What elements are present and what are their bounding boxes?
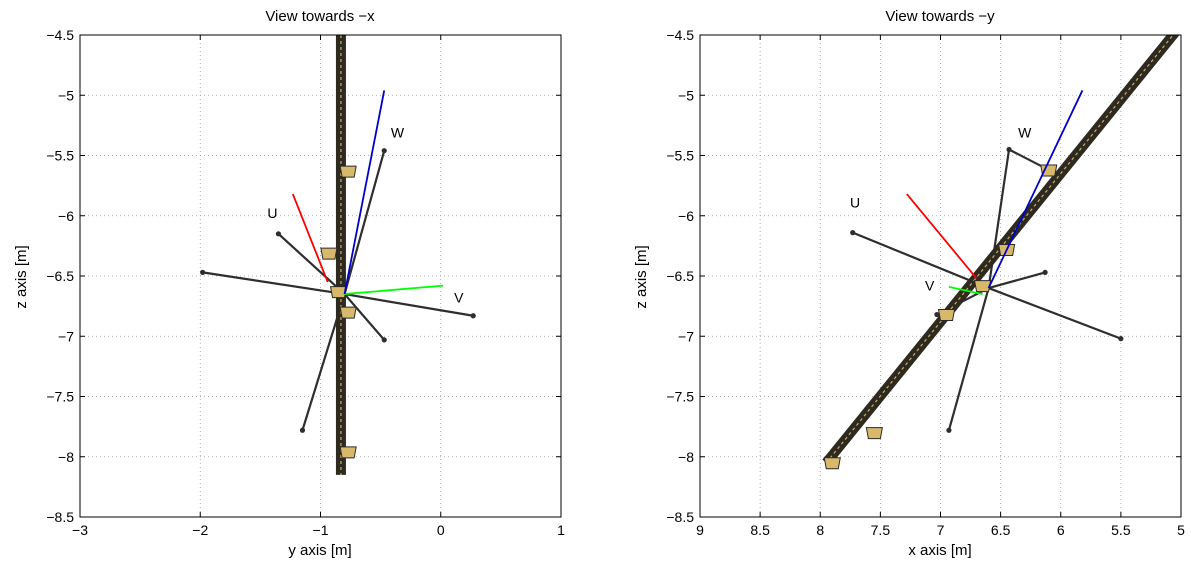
x-tick-label: 1 <box>557 522 565 538</box>
mount-block <box>329 286 348 299</box>
member-end-node <box>946 427 952 433</box>
plot-frame <box>699 34 1182 518</box>
y-tick-label: −6 <box>58 208 74 224</box>
mount-block <box>339 446 357 459</box>
member-end-node <box>381 337 387 343</box>
plot-content <box>822 35 1179 470</box>
y-tick-label: −5 <box>678 87 694 103</box>
x-tick-label: −1 <box>313 522 329 538</box>
series-line-w <box>987 90 1084 289</box>
mount-block <box>865 427 883 440</box>
truss-member <box>343 292 475 317</box>
y-tick-label: −7.5 <box>666 389 694 405</box>
x-tick-label: −3 <box>72 522 88 538</box>
x-tick-label: 6 <box>1057 522 1065 538</box>
right-plot-view-towards-minus-y: View towards −y x axis [m] z axis [m] 9 8… <box>633 8 1185 559</box>
truss-member <box>987 286 1122 340</box>
truss-member <box>947 286 990 432</box>
member-end-node <box>470 313 476 319</box>
y-tick-label: −6.5 <box>46 268 74 284</box>
x-tick-label: 0 <box>437 522 445 538</box>
mount-block <box>339 306 357 319</box>
y-tick-label: −5.5 <box>666 148 694 164</box>
mount-block <box>937 309 956 322</box>
y-tick-label: −8 <box>58 449 74 465</box>
y-tick-label: −4.5 <box>46 27 74 43</box>
y-tick-label: −8.5 <box>666 509 694 525</box>
truss-member <box>343 149 386 296</box>
member-end-node <box>1118 336 1124 342</box>
annotation-u: U <box>850 194 860 210</box>
y-tick-label: −6 <box>678 208 694 224</box>
y-tick-label: −5 <box>58 87 74 103</box>
member-end-node <box>200 269 206 275</box>
y-tick-label: −8 <box>678 449 694 465</box>
x-tick-label: 8 <box>816 522 824 538</box>
x-tick-label: 7 <box>937 522 945 538</box>
x-tick-label: 6.5 <box>991 522 1011 538</box>
y-axis-label: z axis [m] <box>633 245 650 308</box>
y-tick-label: −8.5 <box>46 509 74 525</box>
truss-member <box>987 271 1047 290</box>
series-line-v <box>344 284 444 295</box>
annotation-u: U <box>267 205 277 221</box>
chart-title: View towards −y <box>885 8 995 25</box>
x-tick-label: 5 <box>1177 522 1185 538</box>
y-tick-label: −7 <box>678 328 694 344</box>
mount-block <box>823 457 841 470</box>
mount-block <box>320 247 338 260</box>
x-tick-label: 8.5 <box>750 522 770 538</box>
x-axis-label: x axis [m] <box>908 542 971 559</box>
truss-member <box>277 232 346 296</box>
plot-content <box>200 35 476 475</box>
annotation-v: V <box>454 290 464 306</box>
series-line-w <box>343 90 386 295</box>
mount-block <box>973 280 992 293</box>
member-end-node <box>381 148 387 154</box>
member-end-node <box>1042 269 1048 275</box>
x-axis-label: y axis [m] <box>288 542 351 559</box>
x-tick-label: 9 <box>696 522 704 538</box>
mount-block <box>339 165 357 178</box>
plot-frame <box>79 34 562 518</box>
annotation-w: W <box>391 124 405 140</box>
x-tick-label: 7.5 <box>871 522 891 538</box>
x-tick-label: 5.5 <box>1111 522 1131 538</box>
annotation-w: W <box>1018 124 1032 140</box>
x-tick-label: −2 <box>192 522 208 538</box>
left-plot-view-towards-minus-x: View towards −x y axis [m] z axis [m] −3… <box>13 8 565 559</box>
annotation-v: V <box>925 277 935 293</box>
y-tick-label: −6.5 <box>666 268 694 284</box>
series-line-u <box>906 193 978 279</box>
member-end-node <box>850 230 856 236</box>
member-end-node <box>299 427 306 433</box>
truss-member <box>201 271 346 296</box>
y-axis-label: z axis [m] <box>13 245 30 308</box>
member-end-node <box>275 231 282 237</box>
truss-member <box>851 231 990 290</box>
truss-member <box>343 292 386 341</box>
series-line-v <box>948 285 983 295</box>
series-line-u <box>292 193 329 283</box>
y-tick-label: −7 <box>58 328 74 344</box>
y-tick-label: −5.5 <box>46 148 74 164</box>
y-tick-label: −4.5 <box>666 27 694 43</box>
y-tick-label: −7.5 <box>46 389 74 405</box>
chart-title: View towards −x <box>265 8 375 25</box>
member-end-node <box>934 311 940 318</box>
